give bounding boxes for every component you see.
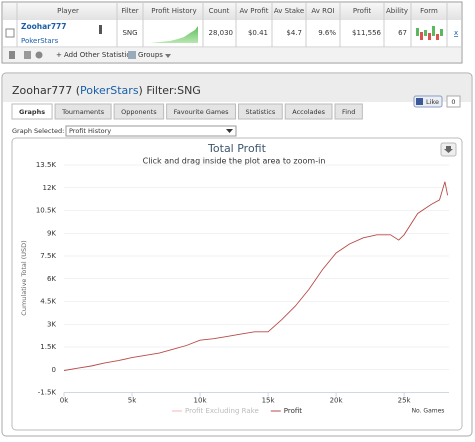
like-label: Like	[426, 98, 439, 106]
groups-icon	[128, 51, 136, 59]
av-roi-cell: 9.6%	[318, 29, 336, 37]
remove-link[interactable]: x	[454, 29, 458, 37]
panel-title: Zoohar777 (PokerStars) Filter:SNG	[12, 84, 201, 97]
like-count-box	[446, 95, 461, 108]
y-tick-label: 13.5K	[36, 161, 57, 169]
y-tick-label: 4.5K	[40, 298, 56, 306]
settings-icon[interactable]	[35, 51, 43, 59]
graph-select[interactable]	[65, 125, 237, 137]
title-filter: ) Filter:SNG	[139, 84, 201, 97]
title-player: Zoohar777 (	[12, 84, 80, 97]
y-tick-label: 12K	[43, 184, 57, 192]
tab[interactable]	[334, 103, 363, 120]
toolbar	[3, 48, 461, 62]
column-header: Player	[57, 7, 79, 15]
panel-header	[3, 74, 471, 102]
row-checkbox[interactable]	[5, 28, 15, 38]
tab[interactable]	[54, 103, 112, 120]
add-icon: +	[56, 51, 62, 59]
title-site[interactable]: PokerStars	[80, 84, 139, 97]
profit-cell: $11,556	[352, 29, 381, 37]
delete-icon[interactable]	[9, 51, 15, 59]
ability-cell: 67	[398, 29, 407, 37]
x-axis-label: No. Games	[412, 408, 445, 415]
y-tick-label: 0	[52, 366, 56, 374]
x-tick-label: 0k	[60, 397, 69, 405]
tab[interactable]	[284, 103, 333, 120]
column-separators	[3, 3, 461, 48]
column-header: Ability	[386, 7, 408, 15]
tab-label: Accolades	[292, 108, 325, 116]
profit-line	[63, 181, 449, 371]
tab-label: Tournaments	[61, 108, 105, 116]
chart-box	[11, 137, 463, 431]
chart-subtitle: Click and drag inside the plot area to z…	[143, 157, 326, 166]
add-stats-button[interactable]: Add Other Statistics	[64, 51, 134, 59]
av-stake-cell: $4.7	[286, 29, 302, 37]
download-icon	[444, 146, 453, 153]
chart-title: Total Profit	[207, 142, 267, 155]
site-icon	[99, 25, 102, 34]
graph-selected-label: Graph Selected:	[12, 127, 64, 135]
y-tick-label: 7.5K	[40, 252, 56, 260]
tab-label: Favourite Games	[174, 108, 230, 116]
plot: -1.5K 0 1.5K 3K 4.5K 6K 7.5K 9K 10.5K 12K 13.5K 0k 5…	[36, 161, 449, 415]
column-header: Form	[420, 7, 438, 15]
profit-sparkline	[150, 26, 198, 43]
av-profit-cell: $0.41	[248, 29, 268, 37]
tab-label: Graphs	[19, 108, 45, 116]
y-tick-label: 1.5K	[40, 343, 56, 351]
x-tick-label: 20k	[330, 397, 344, 405]
tab-label: Opponents	[121, 108, 157, 116]
x-tick-label: 15k	[262, 397, 276, 405]
column-header: Profit	[353, 7, 372, 15]
graph-select-value: Profit History	[69, 127, 111, 135]
legend-label[interactable]: Profit Excluding Rake	[185, 407, 259, 415]
y-tick-label: 9K	[47, 229, 56, 237]
x-tick-label: 25k	[398, 397, 412, 405]
select-arrow	[226, 129, 233, 133]
filter-cell: SNG	[122, 29, 137, 37]
form-icon	[416, 26, 443, 40]
column-header: Av ROI	[311, 7, 334, 15]
tab[interactable]	[238, 103, 283, 120]
column-header: Count	[209, 7, 230, 15]
x-tick-label: 10k	[194, 397, 208, 405]
tab[interactable]	[113, 103, 165, 120]
dropdown-arrow	[165, 54, 171, 58]
column-header: Filter	[121, 7, 138, 15]
tab-bar: Graphs Tournaments Opponents Favourite Game…	[11, 103, 363, 120]
y-tick-label: -1.5K	[38, 389, 57, 397]
tab[interactable]	[11, 103, 53, 120]
player-site[interactable]: PokerStars	[21, 37, 59, 45]
y-axis-label: Cumulative Total (USD)	[20, 240, 28, 315]
y-tick-label: 6K	[47, 275, 56, 283]
column-header: Profit History	[151, 7, 196, 15]
export-icon[interactable]	[24, 51, 31, 59]
like-count: 0	[451, 98, 455, 106]
tab-label: Find	[342, 108, 355, 116]
column-header: Av Profit	[239, 7, 268, 15]
x-tick-label: 5k	[128, 397, 137, 405]
y-tick-label: 3K	[47, 320, 56, 328]
player-name[interactable]: Zoohar777	[21, 22, 67, 31]
like-logo	[416, 98, 423, 105]
tab[interactable]	[166, 103, 237, 120]
count-cell: 28,030	[209, 29, 234, 37]
groups-button[interactable]: Groups	[138, 51, 163, 59]
legend-label[interactable]: Profit	[284, 407, 303, 415]
column-header: Av Stake	[274, 7, 304, 15]
tab-label: Statistics	[246, 108, 276, 116]
y-tick-label: 10.5K	[36, 207, 57, 215]
